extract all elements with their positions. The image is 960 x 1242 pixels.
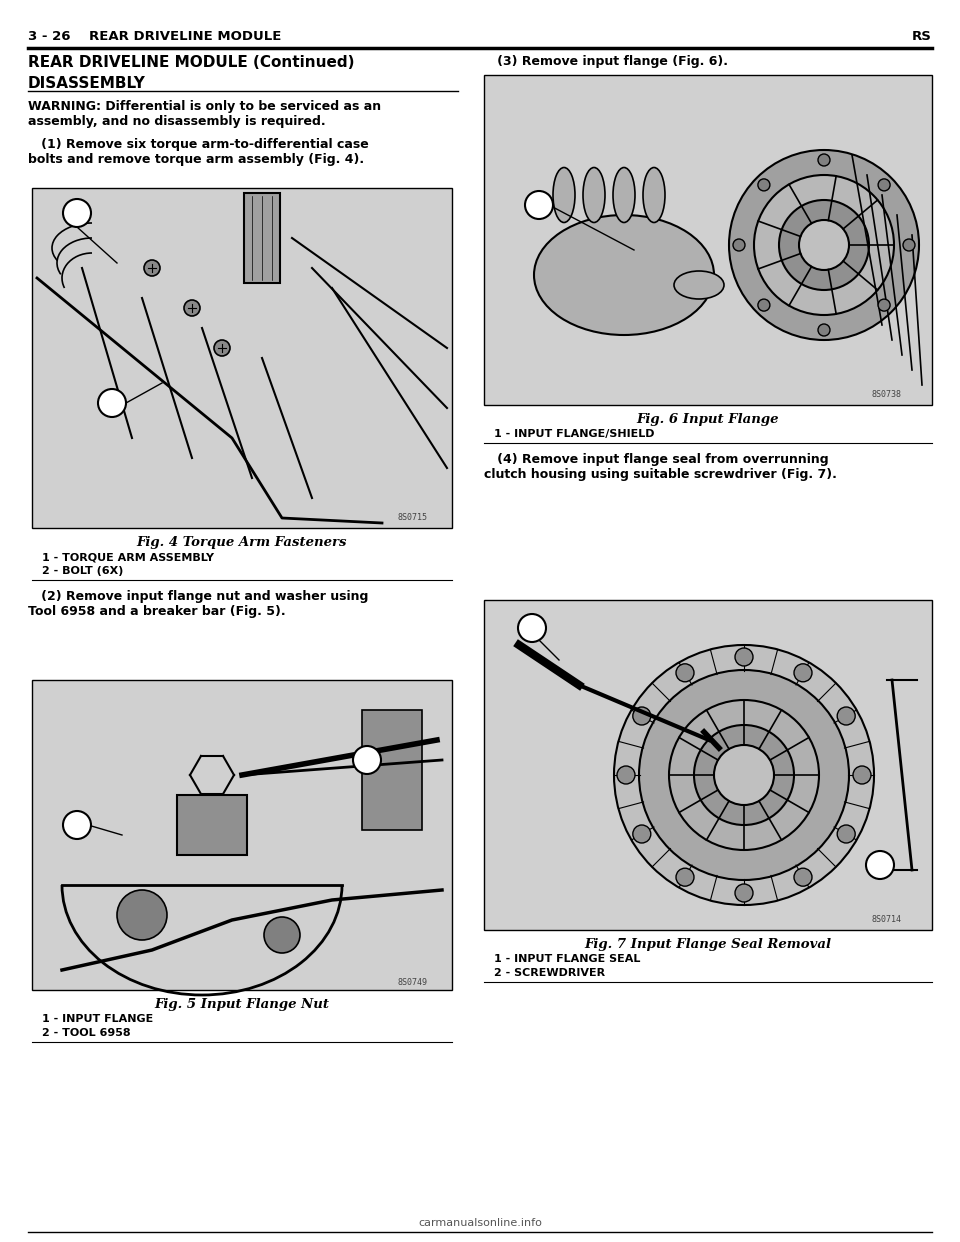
Text: 1 - INPUT FLANGE/SHIELD: 1 - INPUT FLANGE/SHIELD: [494, 428, 655, 438]
Text: 1: 1: [528, 621, 537, 635]
Circle shape: [63, 811, 91, 840]
Text: RS: RS: [912, 30, 932, 43]
Ellipse shape: [534, 215, 714, 335]
Text: 2: 2: [363, 754, 372, 766]
Circle shape: [729, 150, 919, 340]
Circle shape: [714, 745, 774, 805]
Text: Fig. 5 Input Flange Nut: Fig. 5 Input Flange Nut: [155, 999, 329, 1011]
Circle shape: [818, 324, 830, 337]
Circle shape: [866, 851, 894, 879]
Circle shape: [117, 891, 167, 940]
Text: 1: 1: [73, 818, 82, 831]
Circle shape: [525, 191, 553, 219]
Circle shape: [694, 725, 794, 825]
Text: Fig. 7 Input Flange Seal Removal: Fig. 7 Input Flange Seal Removal: [585, 938, 831, 951]
Bar: [32, 681, 452, 990]
Circle shape: [837, 707, 855, 725]
Text: 2 - SCREWDRIVER: 2 - SCREWDRIVER: [494, 968, 605, 977]
Circle shape: [184, 301, 200, 315]
Circle shape: [518, 614, 546, 642]
Circle shape: [757, 179, 770, 191]
Circle shape: [733, 238, 745, 251]
Circle shape: [779, 200, 869, 289]
Text: 8S0715: 8S0715: [397, 513, 427, 522]
Ellipse shape: [674, 271, 724, 299]
Circle shape: [676, 663, 694, 682]
Circle shape: [735, 884, 753, 902]
Text: 1 - INPUT FLANGE SEAL: 1 - INPUT FLANGE SEAL: [494, 954, 640, 964]
Bar: [362, 710, 422, 830]
Circle shape: [617, 766, 635, 784]
Bar: [484, 600, 932, 930]
Text: 2 - TOOL 6958: 2 - TOOL 6958: [42, 1028, 131, 1038]
Text: (2) Remove input flange nut and washer using
Tool 6958 and a breaker bar (Fig. 5: (2) Remove input flange nut and washer u…: [28, 590, 369, 619]
Circle shape: [214, 340, 230, 356]
Circle shape: [794, 868, 812, 887]
Circle shape: [633, 825, 651, 843]
Text: 8S0714: 8S0714: [872, 915, 902, 924]
Circle shape: [639, 669, 849, 881]
Bar: [484, 75, 932, 405]
Text: 8S0749: 8S0749: [397, 977, 427, 987]
Text: 3 - 26    REAR DRIVELINE MODULE: 3 - 26 REAR DRIVELINE MODULE: [28, 30, 281, 43]
Circle shape: [903, 238, 915, 251]
Text: 8S0738: 8S0738: [872, 390, 902, 399]
Circle shape: [799, 220, 849, 270]
Circle shape: [676, 868, 694, 887]
Text: Fig. 6 Input Flange: Fig. 6 Input Flange: [636, 414, 780, 426]
Text: 1: 1: [535, 199, 543, 211]
Circle shape: [757, 299, 770, 310]
Circle shape: [794, 663, 812, 682]
Text: WARNING: Differential is only to be serviced as an
assembly, and no disassembly : WARNING: Differential is only to be serv…: [28, 101, 381, 128]
Circle shape: [853, 766, 871, 784]
Text: 2: 2: [876, 858, 884, 872]
Bar: [244, 193, 280, 283]
Text: 1 - INPUT FLANGE: 1 - INPUT FLANGE: [42, 1013, 154, 1023]
Circle shape: [144, 260, 160, 276]
Text: 2: 2: [108, 396, 116, 410]
Text: (4) Remove input flange seal from overrunning
clutch housing using suitable scre: (4) Remove input flange seal from overru…: [484, 453, 837, 481]
Ellipse shape: [583, 168, 605, 222]
Text: 1 - TORQUE ARM ASSEMBLY: 1 - TORQUE ARM ASSEMBLY: [42, 551, 214, 561]
Circle shape: [63, 199, 91, 227]
Bar: [177, 795, 247, 854]
Circle shape: [614, 645, 874, 905]
Circle shape: [633, 707, 651, 725]
Circle shape: [669, 700, 819, 850]
Text: 2 - BOLT (6X): 2 - BOLT (6X): [42, 566, 124, 576]
Circle shape: [98, 389, 126, 417]
Ellipse shape: [643, 168, 665, 222]
Circle shape: [878, 179, 890, 191]
Ellipse shape: [553, 168, 575, 222]
Circle shape: [878, 299, 890, 310]
Circle shape: [735, 648, 753, 666]
Text: 1: 1: [73, 206, 82, 220]
Text: carmanualsonline.info: carmanualsonline.info: [418, 1218, 542, 1228]
Text: DISASSEMBLY: DISASSEMBLY: [28, 76, 146, 91]
Circle shape: [264, 917, 300, 953]
Circle shape: [754, 175, 894, 315]
Circle shape: [353, 746, 381, 774]
Text: (3) Remove input flange (Fig. 6).: (3) Remove input flange (Fig. 6).: [484, 55, 728, 68]
Text: (1) Remove six torque arm-to-differential case
bolts and remove torque arm assem: (1) Remove six torque arm-to-differentia…: [28, 138, 369, 166]
Text: Fig. 4 Torque Arm Fasteners: Fig. 4 Torque Arm Fasteners: [136, 537, 348, 549]
Ellipse shape: [613, 168, 635, 222]
Circle shape: [818, 154, 830, 166]
Text: REAR DRIVELINE MODULE (Continued): REAR DRIVELINE MODULE (Continued): [28, 55, 354, 70]
Bar: [32, 188, 452, 528]
Circle shape: [837, 825, 855, 843]
